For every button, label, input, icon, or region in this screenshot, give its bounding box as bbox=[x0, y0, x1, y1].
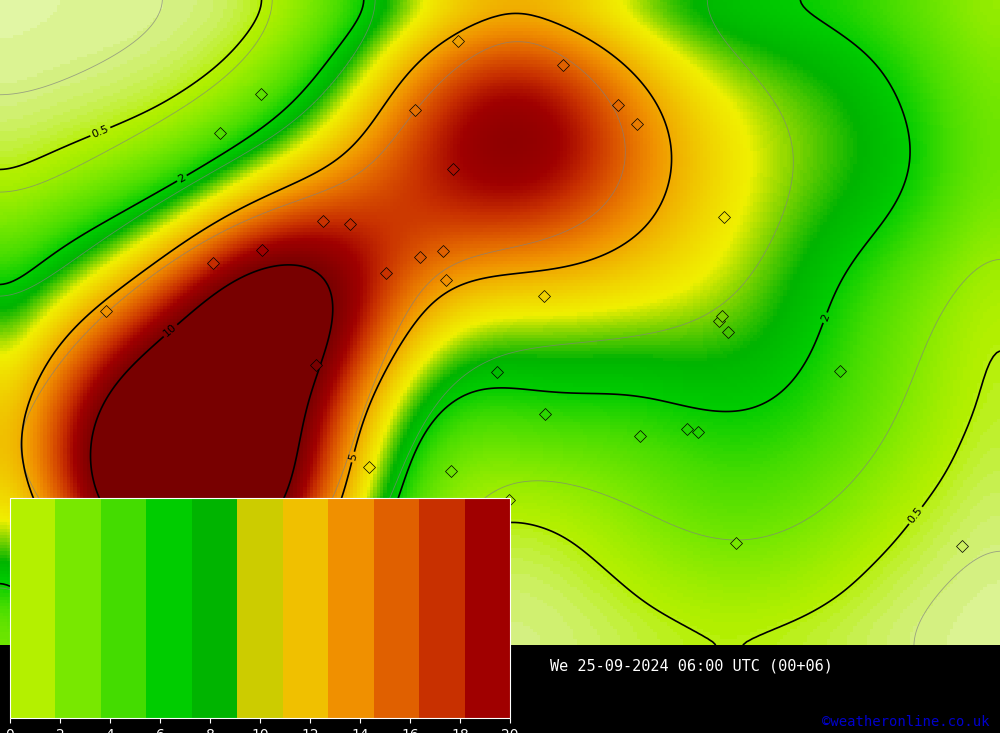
Text: 2: 2 bbox=[39, 606, 51, 619]
Text: 5: 5 bbox=[347, 452, 359, 462]
Text: 2: 2 bbox=[176, 172, 187, 185]
Text: 0.5: 0.5 bbox=[90, 124, 110, 140]
Text: 0.5: 0.5 bbox=[906, 505, 925, 526]
Text: 10: 10 bbox=[162, 323, 179, 339]
Text: Precipitation Spread mean + σ [mm] GFS ENS: Precipitation Spread mean + σ [mm] GFS E… bbox=[10, 658, 393, 673]
Text: 2: 2 bbox=[819, 312, 831, 323]
Text: ©weatheronline.co.uk: ©weatheronline.co.uk bbox=[822, 715, 990, 729]
Text: 0.5: 0.5 bbox=[425, 583, 443, 603]
Text: We 25-09-2024 06:00 UTC (00+06): We 25-09-2024 06:00 UTC (00+06) bbox=[550, 658, 833, 673]
